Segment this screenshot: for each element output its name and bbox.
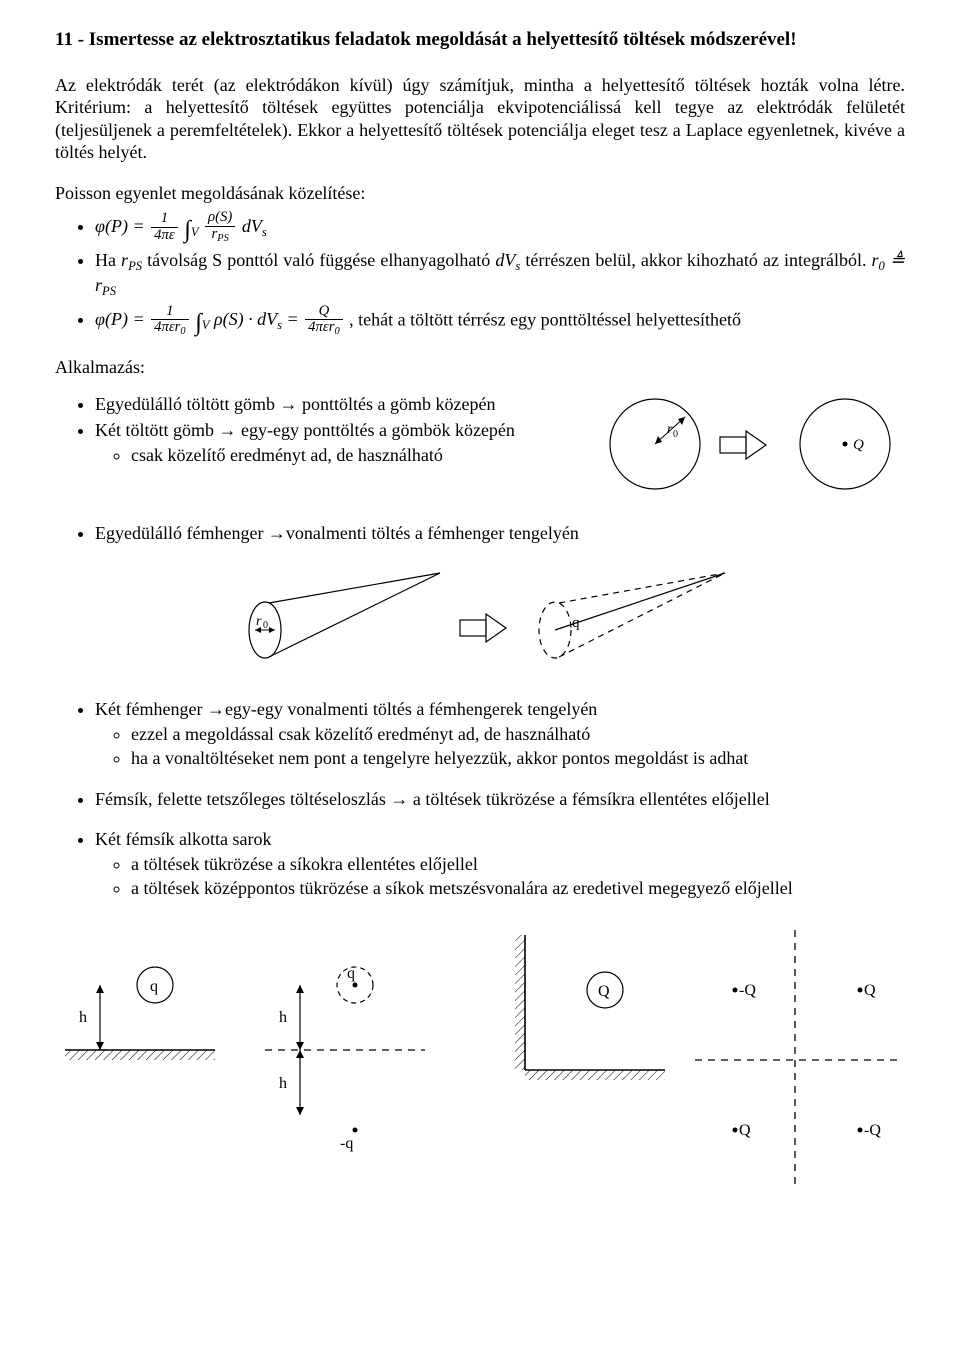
poisson-item-3: φ(P) = 14πεr0 ∫V ρ(S) · dVs = Q4πεr0 , t… xyxy=(95,304,905,339)
svg-text:0: 0 xyxy=(263,620,268,631)
application-list-3: Két fémhenger →egy-egy vonalmenti töltés… xyxy=(55,698,905,770)
cylinder-diagram: r 0 q xyxy=(220,555,740,675)
app-item-2-sub-1: csak közelítő eredményt ad, de használha… xyxy=(131,444,595,467)
poisson-heading: Poisson egyenlet megoldásának közelítése… xyxy=(55,182,905,205)
app-item-6-sub-2: a töltések középpontos tükrözése a síkok… xyxy=(131,877,905,900)
mirror-diagrams: h q h h q -q xyxy=(55,930,905,1200)
app-item-4-text: Két fémhenger →egy-egy vonalmenti töltés… xyxy=(95,699,597,719)
phi-eq: φ(P) = xyxy=(95,309,149,329)
app-item-3: Egyedülálló fémhenger →vonalmenti töltés… xyxy=(95,522,905,545)
svg-text:q: q xyxy=(150,978,158,995)
frac-num: 1 xyxy=(151,304,189,321)
app-item-6: Két fémsík alkotta sarok a töltések tükr… xyxy=(95,828,905,900)
svg-text:q: q xyxy=(572,615,580,631)
svg-text:Q: Q xyxy=(853,437,864,453)
integral-sub: V xyxy=(191,224,199,238)
svg-text:Q: Q xyxy=(739,1122,751,1139)
app-item-1: Egyedülálló töltött gömb → ponttöltés a … xyxy=(95,393,595,416)
intro-paragraph: Az elektródák terét (az elektródákon kív… xyxy=(55,74,905,164)
frac-num: ρ(S) xyxy=(205,210,235,227)
svg-text:h: h xyxy=(279,1009,287,1026)
svg-text:-Q: -Q xyxy=(739,982,756,999)
dv-sub: s xyxy=(262,224,267,238)
integral-sign: ∫ xyxy=(195,309,202,336)
poisson-item-2: Ha rPS távolság S ponttól való függése e… xyxy=(95,249,905,300)
poisson-list: φ(P) = 14πε ∫V ρ(S)rPS dVs Ha rPS távols… xyxy=(55,210,905,338)
frac-den: 4πε xyxy=(151,228,178,244)
application-list-5: Két fémsík alkotta sarok a töltések tükr… xyxy=(55,828,905,900)
svg-text:Q: Q xyxy=(864,982,876,999)
svg-text:0: 0 xyxy=(673,429,678,440)
frac-den: 4πεr xyxy=(308,319,334,335)
svg-text:Q: Q xyxy=(598,983,610,1000)
dv-sub: s xyxy=(277,318,282,332)
svg-text:q: q xyxy=(347,965,355,982)
frac-den-sub: PS xyxy=(217,233,228,244)
poisson-item-1: φ(P) = 14πε ∫V ρ(S)rPS dVs xyxy=(95,210,905,245)
app-item-6-sub-1: a töltések tükrözése a síkokra ellentéte… xyxy=(131,853,905,876)
rho-dv: ρ(S) · dV xyxy=(214,309,277,329)
frac-num: Q xyxy=(305,304,343,321)
svg-text:r: r xyxy=(256,614,262,629)
svg-text:h: h xyxy=(279,1075,287,1092)
frac-den-sub: 0 xyxy=(180,326,185,337)
app-item-4: Két fémhenger →egy-egy vonalmenti töltés… xyxy=(95,698,905,770)
alkalmazas-heading: Alkalmazás: xyxy=(55,356,905,379)
spheres-diagram: r 0 Q xyxy=(595,389,905,499)
app-item-2: Két töltött gömb → egy-egy ponttöltés a … xyxy=(95,419,595,466)
integral-sub: V xyxy=(202,318,210,332)
frac-den: 4πεr xyxy=(154,319,180,335)
app-item-5: Fémsík, felette tetszőleges töltéseloszl… xyxy=(95,788,905,811)
dv: dV xyxy=(242,216,262,236)
application-list-4: Fémsík, felette tetszőleges töltéseloszl… xyxy=(55,788,905,811)
svg-text:-Q: -Q xyxy=(864,1122,881,1139)
poisson-item-3-tail: , tehát a töltött térrész egy ponttöltés… xyxy=(349,309,741,329)
integral-sign: ∫ xyxy=(184,215,191,242)
frac-num: 1 xyxy=(151,211,178,228)
phi-eq: φ(P) = xyxy=(95,216,149,236)
frac-den-sub: 0 xyxy=(334,326,339,337)
equals: = xyxy=(286,309,303,329)
app-item-4-sub-2: ha a vonaltöltéseket nem pont a tengelyr… xyxy=(131,747,905,770)
app-item-4-sub-1: ezzel a megoldással csak közelítő eredmé… xyxy=(131,723,905,746)
app-item-2-text: Két töltött gömb → egy-egy ponttöltés a … xyxy=(95,420,515,440)
application-list-1: Egyedülálló töltött gömb → ponttöltés a … xyxy=(55,393,595,467)
svg-text:h: h xyxy=(79,1009,87,1026)
page-title: 11 - Ismertesse az elektrosztatikus fela… xyxy=(55,28,905,52)
application-list-2: Egyedülálló fémhenger →vonalmenti töltés… xyxy=(55,522,905,545)
app-item-6-text: Két fémsík alkotta sarok xyxy=(95,829,271,849)
svg-text:-q: -q xyxy=(340,1135,353,1152)
